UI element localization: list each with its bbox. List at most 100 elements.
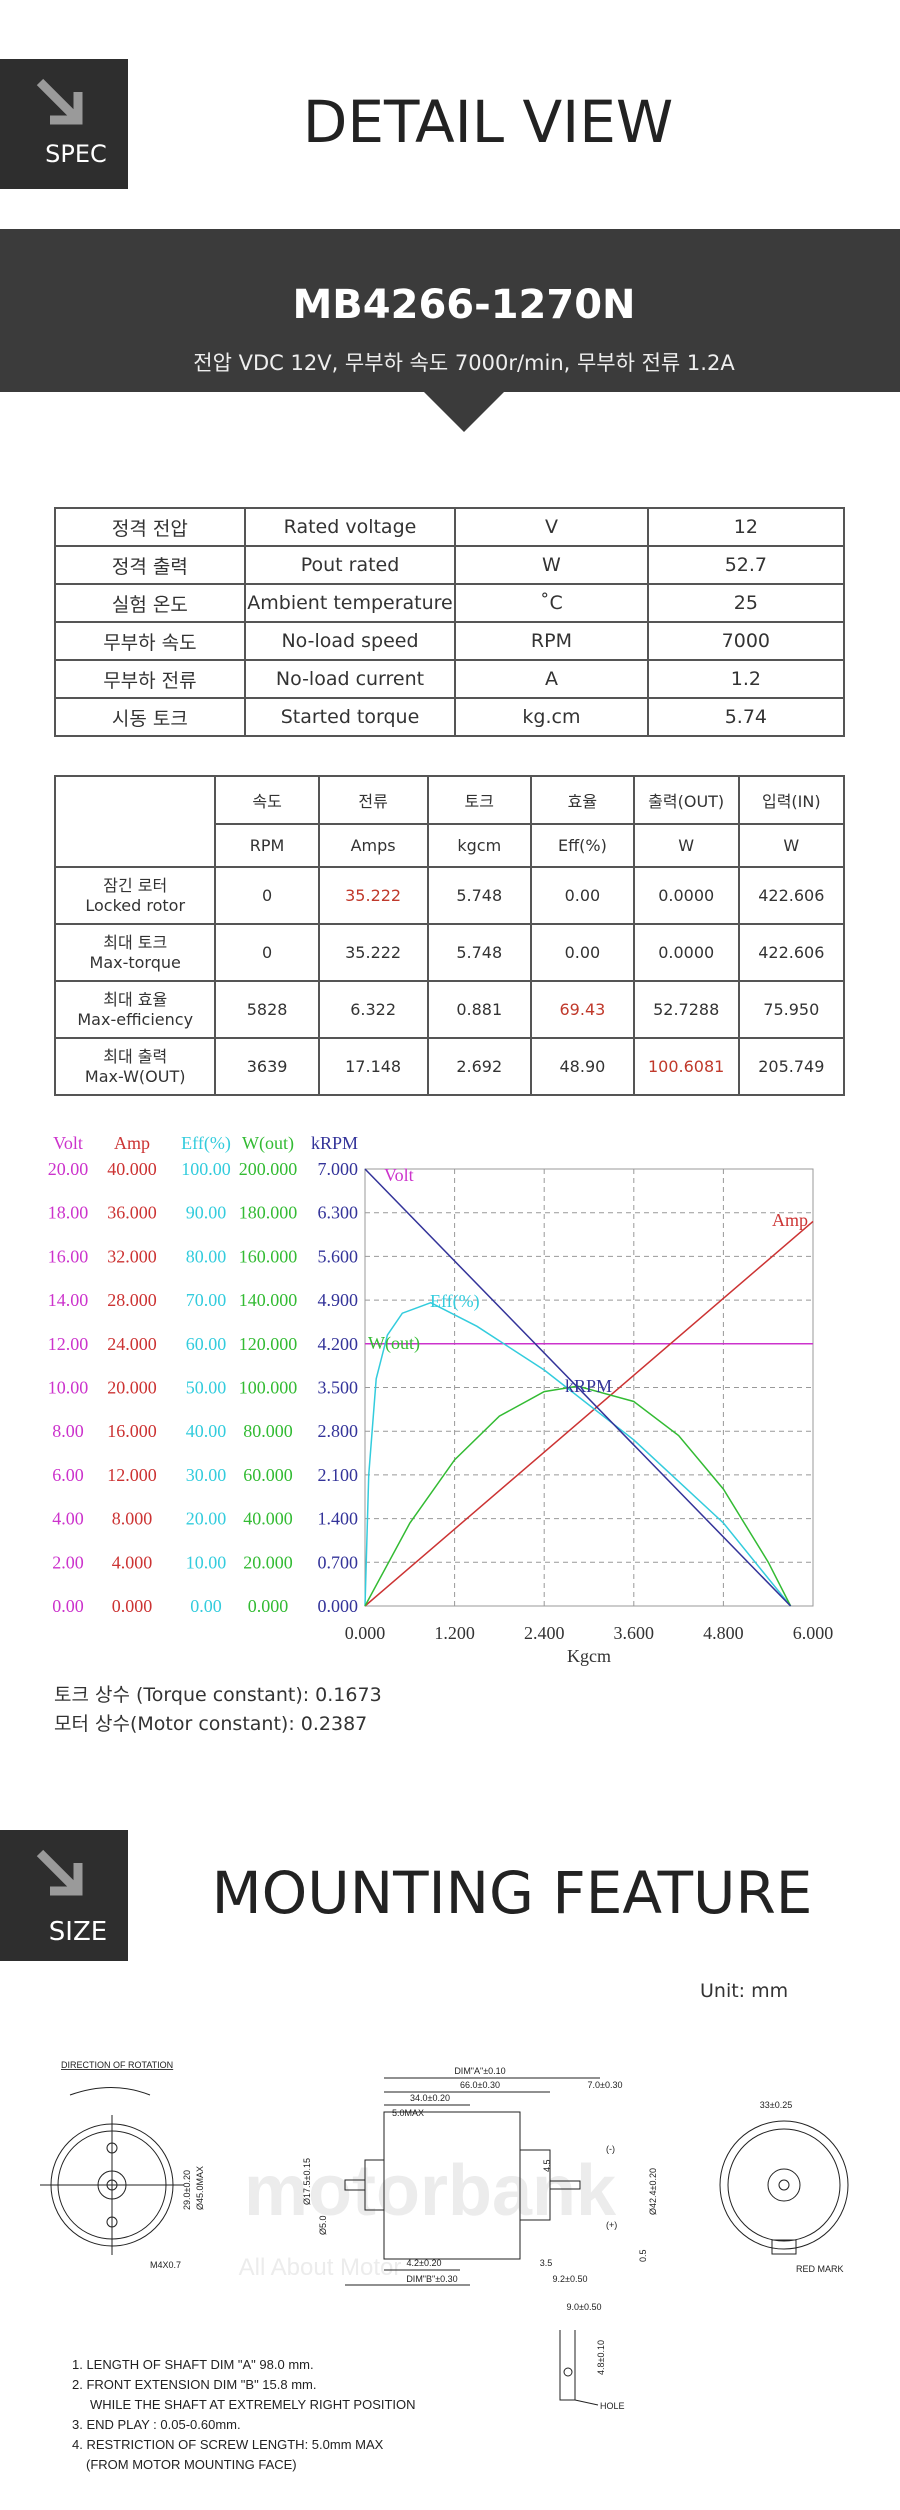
y-tick-label: 6.00	[52, 1465, 84, 1485]
table-header-cell: Eff(%)	[530, 823, 635, 868]
table-cell: 205.749	[737, 1037, 846, 1096]
table-cell: 0.881	[426, 980, 533, 1039]
end-view	[719, 2120, 849, 2250]
y-tick-label: 80.00	[186, 1246, 227, 1266]
bearing	[767, 2168, 801, 2202]
table-cell: 실험 온도	[54, 583, 246, 623]
x-tick-label: 0.000	[345, 1623, 386, 1643]
rated-table: 정격 전압 Rated voltage V 12 정격 출력 Pout rated W 52.…	[54, 507, 846, 737]
badge-arrow	[36, 1849, 83, 1896]
dim-label: HOLE	[600, 2401, 625, 2411]
table-cell: 69.43	[530, 980, 635, 1039]
table-cell: RPM	[454, 621, 649, 661]
y-tick-label: 0.00	[52, 1596, 84, 1616]
row-label-line: Max-efficiency	[77, 1009, 194, 1029]
note: 2. FRONT EXTENSION DIM "B" 15.8 mm.	[72, 2377, 316, 2392]
table-row: 잠긴 로터 Locked rotor 0 35.222 5.748 0.00 0.0000 4…	[53, 866, 846, 925]
axis-title: Amp	[114, 1133, 150, 1153]
table-cell: ˚C	[454, 583, 649, 623]
x-tick-label: 6.000	[793, 1623, 834, 1643]
table-header-cell: kgcm	[426, 823, 533, 868]
table-header-cell: RPM	[214, 823, 320, 868]
y-tick-label: 20.00	[186, 1509, 227, 1529]
table-header-cell: Amps	[317, 823, 429, 868]
dim-label: Ø45.0MAX	[195, 2166, 205, 2210]
series-line	[364, 1220, 814, 1607]
dim-label: DIRECTION OF ROTATION	[61, 2060, 173, 2070]
note: 3. END PLAY : 0.05-0.60mm.	[72, 2417, 241, 2432]
y-tick-label: 90.00	[186, 1203, 227, 1223]
performance-table: 속도 전류 토크 효율 출력(OUT) 입력(IN) RPM Amps kgcm Eff(%) W W…	[53, 775, 846, 1096]
y-tick-label: 0.000	[318, 1596, 359, 1616]
table-cell: 0.00	[530, 866, 635, 925]
table-cell: 12	[646, 507, 846, 547]
shaft	[549, 2180, 581, 2190]
rotation-arrow	[69, 2087, 151, 2096]
y-tick-label: 5.600	[318, 1246, 359, 1266]
table-cell: 25	[646, 583, 846, 623]
x-tick-label: 1.200	[434, 1623, 475, 1643]
table-cell: 6.322	[317, 980, 429, 1039]
y-tick-label: 4.900	[318, 1290, 359, 1310]
row-label-line: Locked rotor	[85, 895, 186, 915]
x-tick-label: 2.400	[524, 1623, 565, 1643]
dim-label: (-)	[606, 2144, 615, 2154]
y-tick-label: 40.000	[243, 1509, 293, 1529]
table-header-row: 속도 전류 토크 효율 출력(OUT) 입력(IN)	[53, 775, 846, 868]
series-label: Volt	[384, 1165, 414, 1185]
y-tick-label: 20.000	[243, 1552, 293, 1572]
y-tick-label: 0.700	[318, 1552, 359, 1572]
table-row: 정격 전압 Rated voltage V 12	[54, 507, 846, 547]
y-tick-label: 140.000	[239, 1290, 298, 1310]
y-tick-label: 12.000	[107, 1465, 157, 1485]
table-cell: 75.950	[737, 980, 846, 1039]
y-tick-label: 200.000	[239, 1159, 298, 1179]
y-tick-label: 80.000	[243, 1421, 293, 1441]
mounting-drawing: motorbank All About Motor DIRECTION OF R…	[40, 2060, 849, 2472]
table-cell: A	[454, 659, 649, 699]
table-cell: 5828	[214, 980, 320, 1039]
row-label-line: Max-W(OUT)	[84, 1066, 186, 1086]
terminal	[771, 2239, 797, 2255]
y-tick-label: 24.000	[107, 1334, 157, 1354]
y-tick-label: 1.400	[318, 1509, 359, 1529]
series-line	[364, 1168, 792, 1607]
series-label: Amp	[772, 1210, 808, 1230]
table-cell: 3639	[214, 1037, 320, 1096]
dim-label: 33±0.25	[760, 2100, 792, 2110]
table-cell: 422.606	[737, 866, 846, 925]
dim-label: 5.0MAX	[392, 2108, 424, 2118]
y-tick-label: 20.00	[48, 1159, 89, 1179]
table-cell: 0	[214, 866, 320, 925]
table-row: 무부하 속도 No-load speed RPM 7000	[54, 621, 846, 661]
table-cell: 무부하 전류	[54, 659, 246, 699]
table-header-cell: 속도	[214, 775, 320, 825]
y-tick-label: 100.00	[181, 1159, 231, 1179]
y-tick-label: 0.000	[112, 1596, 153, 1616]
dim-label: 4.5	[542, 2159, 552, 2172]
table-cell: kg.cm	[454, 697, 649, 737]
table-header-cell: 전류	[317, 775, 429, 825]
table-corner	[53, 775, 217, 868]
dim-label: 0.5	[638, 2249, 648, 2262]
y-tick-label: 2.100	[318, 1465, 359, 1485]
table-header-cell: 입력(IN)	[737, 775, 846, 825]
plot-frame	[364, 1168, 814, 1607]
table-cell: Rated voltage	[243, 507, 457, 547]
unit-label: Unit: mm	[700, 1980, 788, 2002]
badge-label: SPEC	[45, 140, 107, 168]
series-label: W(out)	[368, 1333, 420, 1354]
note: 1. LENGTH OF SHAFT DIM "A" 98.0 mm.	[72, 2357, 314, 2372]
table-cell: 정격 전압	[54, 507, 246, 547]
table-cell: W	[454, 545, 649, 585]
y-tick-label: 100.000	[239, 1378, 298, 1398]
badge-label: SIZE	[49, 1917, 107, 1947]
y-tick-label: 40.000	[107, 1159, 157, 1179]
x-tick-label: 4.800	[703, 1623, 744, 1643]
y-tick-label: 60.00	[186, 1334, 227, 1354]
watermark: All About Motor	[239, 2254, 402, 2281]
series-label: Eff(%)	[430, 1291, 480, 1312]
terminal-detail	[559, 2330, 576, 2401]
